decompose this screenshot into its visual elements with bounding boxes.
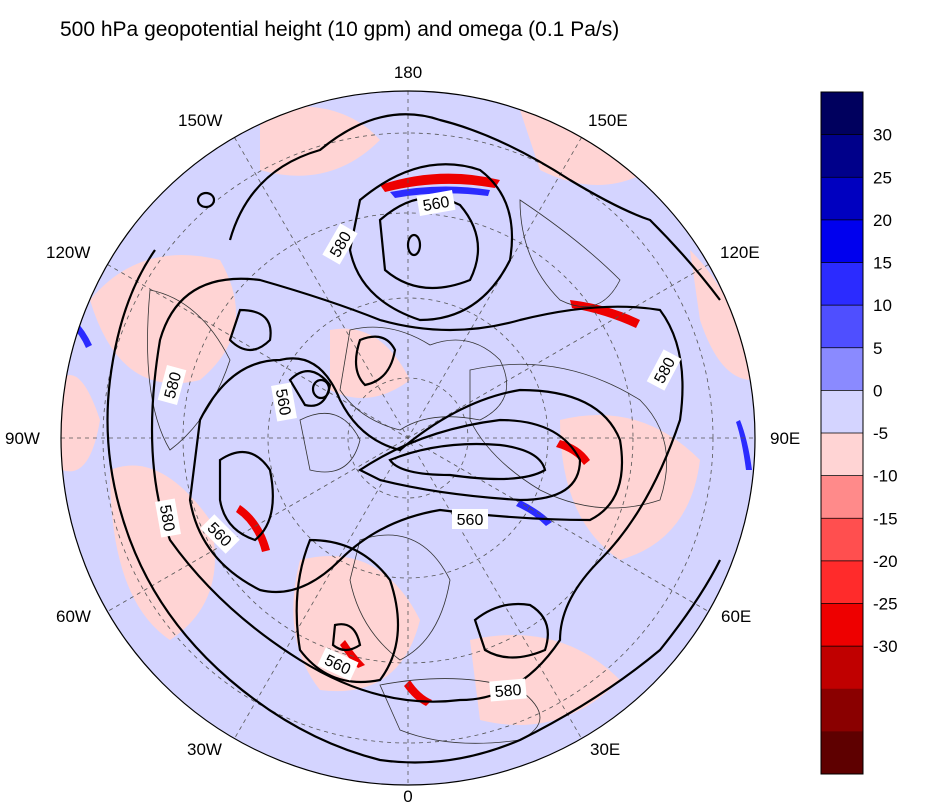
lon-label-0: 0	[403, 787, 412, 806]
colorbar-swatch	[821, 560, 863, 604]
colorbar-label: 30	[873, 126, 892, 145]
colorbar-swatch	[821, 475, 863, 519]
colorbar-swatch	[821, 603, 863, 647]
contour-540-east	[357, 418, 582, 502]
contour-small	[288, 370, 332, 407]
colorbar-label: 5	[873, 339, 882, 358]
colorbar-swatch	[821, 134, 863, 178]
colorbar-swatch	[821, 92, 863, 135]
omega-strong-ascent	[736, 420, 752, 470]
lon-label-90w: 90W	[5, 429, 40, 448]
colorbar: 30 25 20 15 10 5 0 -5 -10 -15 -20 -25 -30	[820, 91, 898, 775]
colorbar-swatch	[821, 731, 863, 775]
contour-560-atlantic	[295, 538, 400, 684]
lon-label-150w: 150W	[178, 111, 222, 130]
contour-small	[311, 378, 331, 400]
colorbar-swatch	[821, 646, 863, 690]
contour-small	[228, 308, 272, 352]
colorbar-label: -20	[873, 552, 898, 571]
colorbar-swatch	[821, 177, 863, 221]
colorbar-label: 10	[873, 296, 892, 315]
contour-label: 580	[162, 370, 185, 400]
omega-strong-descent	[236, 505, 270, 552]
omega-strong-descent	[380, 173, 500, 192]
colorbar-swatch	[821, 518, 863, 562]
map-border	[60, 90, 756, 786]
contour-small	[331, 623, 362, 652]
colorbar-label: 20	[873, 211, 892, 230]
colorbar-label: 25	[873, 168, 892, 187]
contour-label: 560	[422, 194, 451, 215]
lon-label-60w: 60W	[56, 607, 91, 626]
longitude-labels: 180 0 90W 90E 150W 150E 120W 120E 60W 60…	[5, 63, 800, 806]
coastlines	[147, 199, 668, 744]
lon-label-120w: 120W	[46, 243, 90, 262]
colorbar-swatch	[821, 305, 863, 349]
omega-strong-descent	[340, 640, 365, 668]
lon-label-30w: 30W	[187, 740, 222, 759]
colorbar-label: -30	[873, 637, 898, 656]
lon-label-30e: 30E	[590, 740, 620, 759]
contour-520-east	[388, 442, 547, 481]
colorbar-swatch	[821, 262, 863, 306]
colorbar-label: -25	[873, 595, 898, 614]
omega-neg-patch	[560, 415, 700, 560]
contour-label: 580	[494, 682, 522, 701]
graticule	[61, 91, 755, 785]
colorbar-swatch	[821, 390, 863, 434]
contour-small	[354, 335, 397, 387]
lon-label-180: 180	[394, 63, 422, 82]
figure-title: 500 hPa geopotential height (10 gpm) and…	[60, 18, 620, 41]
contour-low-north	[406, 233, 422, 257]
colorbar-label: 15	[873, 254, 892, 273]
contour-label: 560	[272, 388, 293, 417]
lon-label-90e: 90E	[770, 429, 800, 448]
omega-neg-patch	[520, 110, 650, 185]
colorbar-label: -10	[873, 467, 898, 486]
contour-small	[196, 191, 216, 209]
colorbar-swatch	[821, 433, 863, 476]
omega-neg-patch	[110, 465, 215, 640]
colorbar-frame	[820, 91, 864, 775]
omega-neg-patch	[61, 375, 100, 472]
omega-neg-patch	[260, 106, 380, 176]
lon-label-60e: 60E	[721, 607, 751, 626]
colorbar-swatch	[821, 219, 863, 263]
colorbar-swatch	[821, 347, 863, 391]
omega-strong-descent	[404, 680, 432, 706]
contour-outer	[106, 249, 721, 764]
colorbar-label: -15	[873, 509, 898, 528]
height-contours	[106, 113, 721, 764]
contour-580-europe	[473, 602, 549, 659]
contour-outer	[228, 113, 721, 301]
lon-label-150e: 150E	[588, 111, 628, 130]
contour-580-north	[348, 163, 514, 322]
colorbar-label: 0	[873, 381, 882, 400]
colorbar-label: -5	[873, 424, 888, 443]
lon-label-120e: 120E	[720, 243, 760, 262]
omega-strong-descent	[556, 440, 590, 465]
map-disk	[60, 90, 756, 786]
omega-strong-descent	[570, 300, 640, 328]
contour-label: 580	[156, 504, 177, 533]
colorbar-swatch	[821, 688, 863, 732]
contour-560-main	[188, 357, 624, 594]
contour-label: 560	[457, 512, 484, 529]
contour-540-west	[218, 450, 274, 542]
contour-580-main	[150, 277, 684, 703]
